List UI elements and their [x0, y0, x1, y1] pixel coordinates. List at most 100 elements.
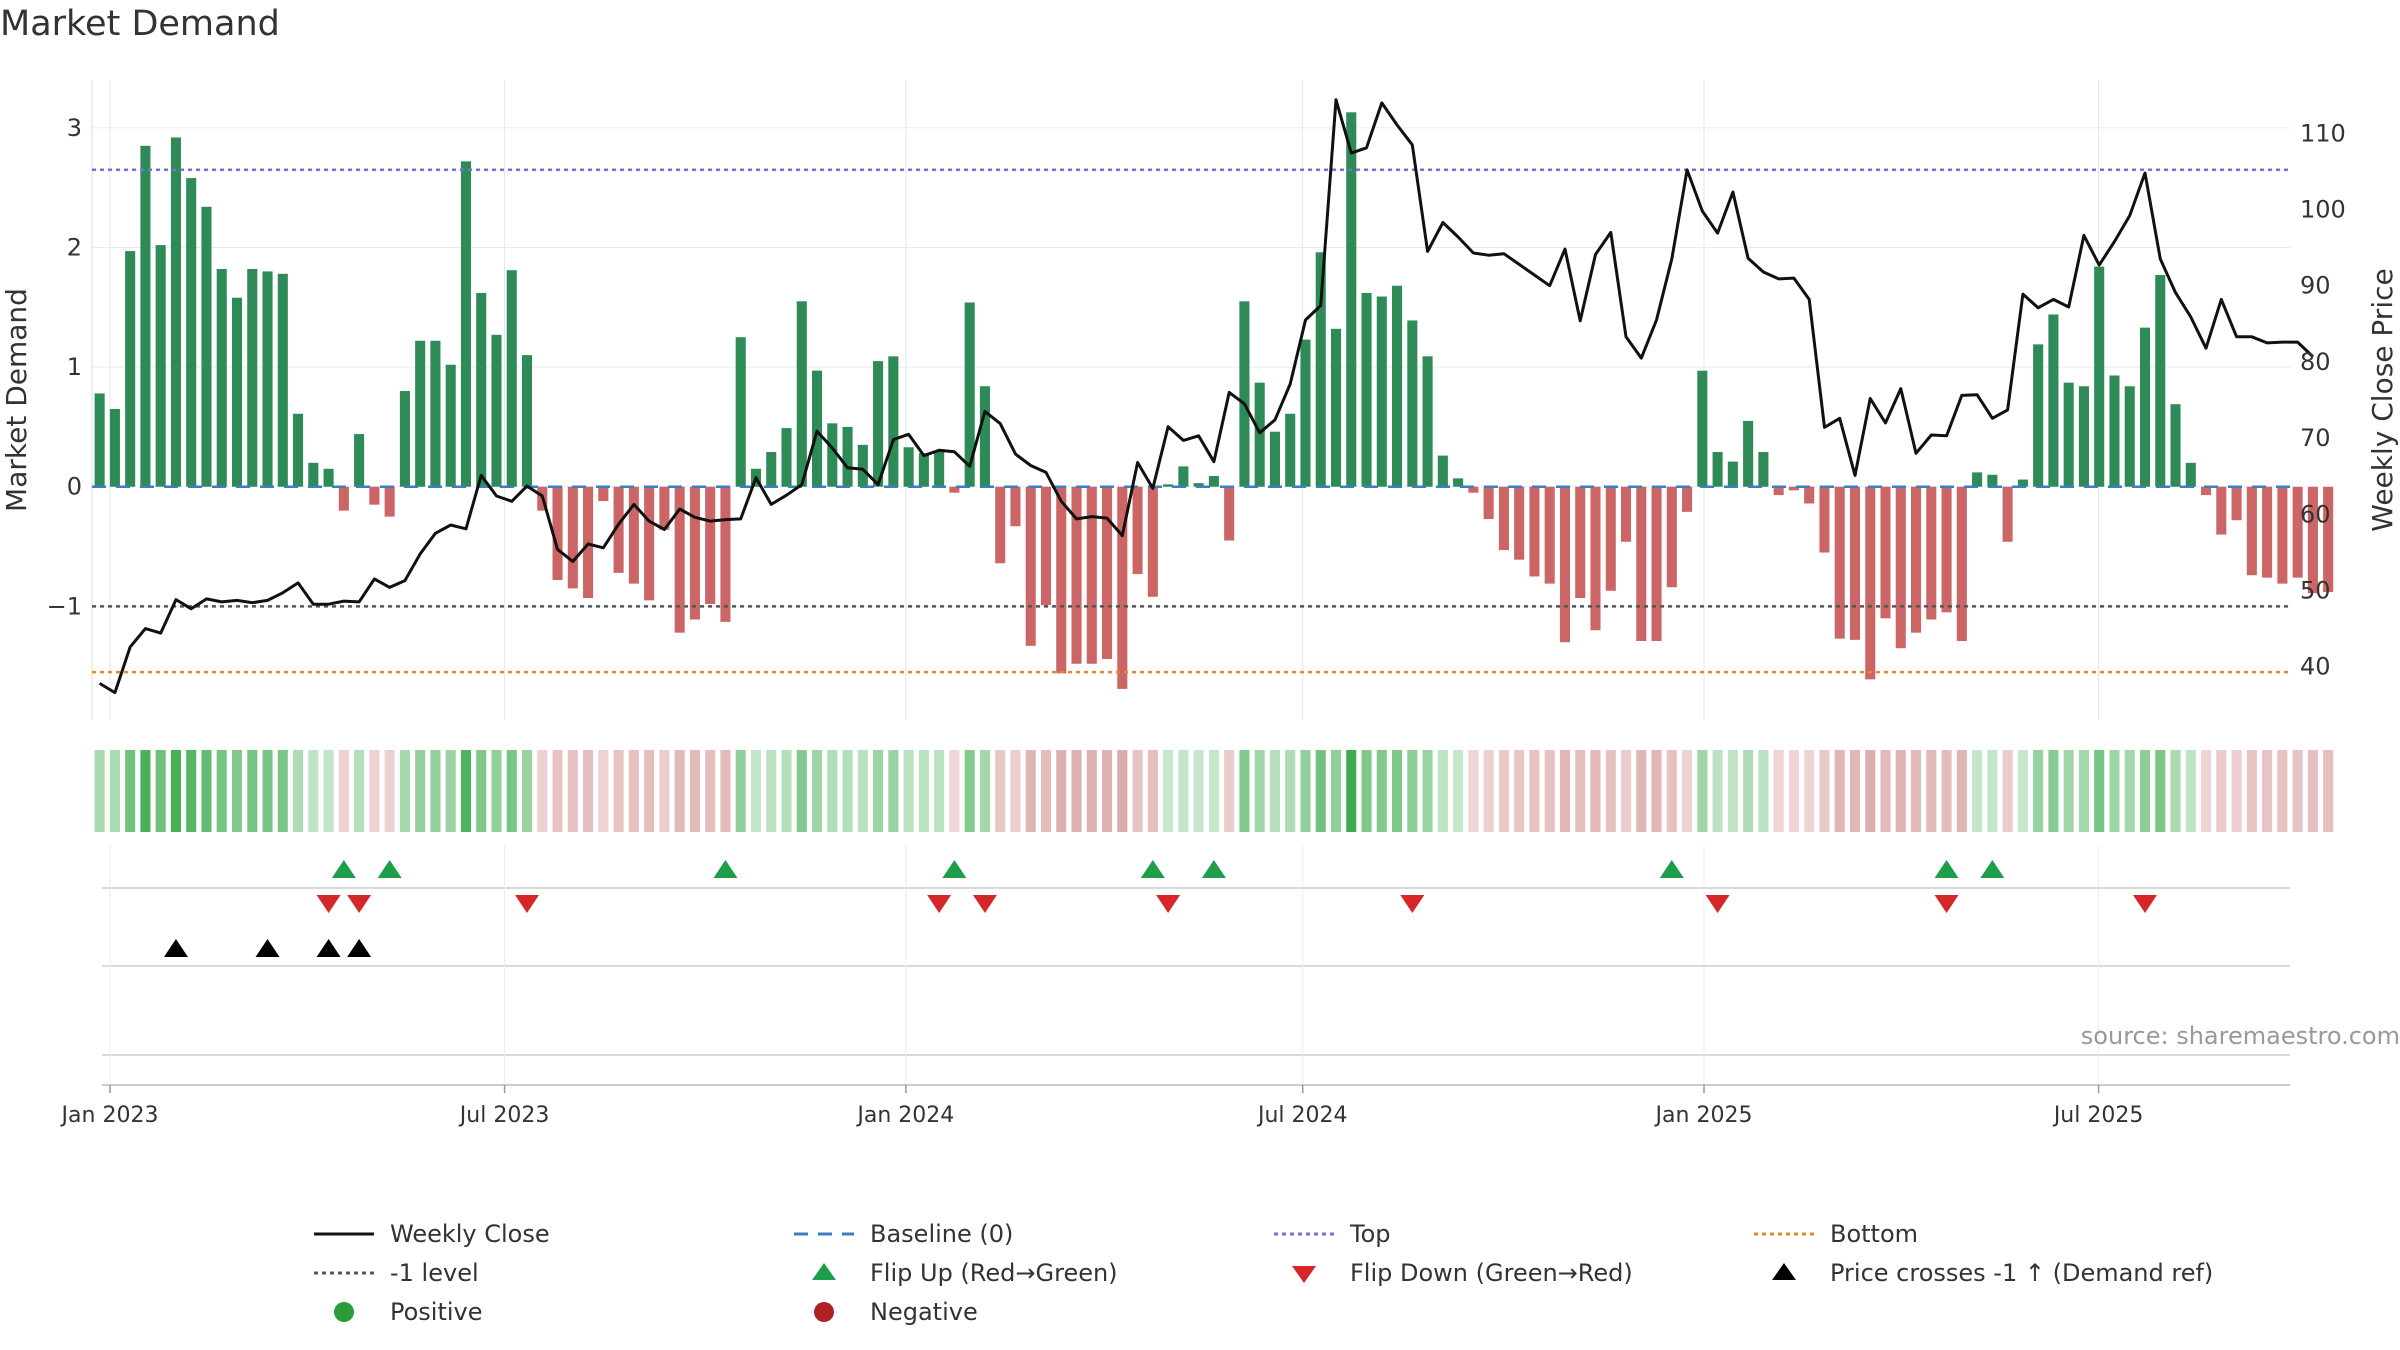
demand-bars — [94, 112, 2334, 689]
heat-cell — [1773, 750, 1784, 832]
demand-bar — [827, 423, 838, 487]
heat-cell — [1788, 750, 1799, 832]
y2-tick-label: 60 — [2300, 500, 2331, 528]
heat-cell — [750, 750, 762, 832]
heat-cell — [2307, 750, 2318, 832]
demand-bar — [1987, 474, 1998, 487]
heat-cell — [1178, 750, 1189, 832]
demand-bar — [1147, 486, 1158, 597]
heat-cell — [2292, 750, 2303, 832]
heat-cell — [1300, 750, 1311, 832]
demand-bar — [766, 452, 777, 487]
event-markers — [163, 860, 2157, 957]
demand-bar — [705, 486, 716, 604]
heat-cell — [1453, 750, 1464, 832]
demand-bar — [1254, 382, 1265, 487]
y-axis-label: Market Demand — [0, 288, 33, 512]
heat-cell — [2185, 750, 2196, 832]
heat-cell — [598, 750, 609, 832]
demand-bar — [964, 302, 975, 487]
flip-up-marker — [1659, 860, 1684, 878]
heat-cell — [552, 750, 563, 832]
heat-cell — [1147, 750, 1158, 832]
demand-bar — [1727, 461, 1738, 487]
heat-cell — [2078, 750, 2089, 832]
heat-cell — [2002, 750, 2013, 832]
heat-cell — [125, 750, 136, 832]
flip-down-marker — [927, 895, 952, 913]
heat-cell — [1376, 750, 1387, 832]
y-tick-label: 2 — [67, 233, 82, 261]
x-tick-label: Jan 2025 — [1654, 1103, 1753, 1128]
flip-up-marker — [1140, 860, 1165, 878]
heat-cell — [109, 750, 120, 832]
heat-cell — [2246, 750, 2257, 832]
flip-down-marker — [1934, 895, 1959, 913]
y2-tick-label: 90 — [2300, 272, 2331, 300]
demand-bar — [2139, 327, 2151, 487]
heat-cell — [460, 750, 472, 832]
heat-cell — [1834, 750, 1845, 832]
heat-cell — [1346, 750, 1357, 832]
demand-bar — [1972, 472, 1983, 487]
heat-cell — [2033, 750, 2044, 832]
demand-bar — [781, 428, 792, 487]
heat-cell — [1880, 750, 1891, 832]
heat-cell — [644, 750, 655, 832]
demand-bar — [1773, 486, 1784, 496]
demand-bar — [735, 337, 746, 487]
heat-cell — [186, 750, 197, 832]
heat-cell — [1575, 750, 1586, 832]
demand-bar — [1163, 484, 1174, 487]
heat-cell — [354, 750, 365, 832]
demand-bar — [170, 137, 181, 487]
heat-cell — [720, 750, 731, 832]
heat-cell — [827, 750, 838, 832]
demand-bar — [1666, 486, 1677, 588]
source-label: source: sharemaestro.com — [2080, 1022, 2400, 1050]
flip-up-marker — [1201, 860, 1226, 878]
heat-cell — [491, 750, 502, 832]
demand-bar — [873, 361, 884, 487]
heat-cell — [1392, 750, 1403, 832]
flip-down-marker — [972, 895, 997, 913]
heat-cell — [1620, 750, 1632, 832]
demand-bar — [1025, 486, 1036, 646]
heat-cell — [873, 750, 884, 832]
heat-cell — [857, 750, 868, 832]
demand-bar — [1559, 486, 1571, 643]
demand-bar — [2277, 486, 2288, 584]
demand-bar — [1544, 486, 1555, 584]
demand-bar — [1071, 486, 1082, 664]
demand-bar — [2185, 462, 2196, 487]
heat-cell — [2109, 750, 2120, 832]
demand-bar — [934, 450, 945, 487]
demand-bar — [2292, 486, 2303, 578]
demand-bar — [262, 271, 273, 487]
heat-cell — [1972, 750, 1983, 832]
heat-cell — [1895, 750, 1906, 832]
demand-bar — [1788, 486, 1799, 491]
heat-cell — [628, 750, 639, 832]
heat-cell — [1315, 750, 1326, 832]
flip-up-marker — [331, 860, 356, 878]
heat-cell — [1254, 750, 1265, 832]
demand-bar — [1132, 486, 1143, 575]
heat-cell — [1132, 750, 1143, 832]
heat-cell — [1758, 750, 1769, 832]
demand-bar — [445, 364, 456, 487]
heat-cell — [1712, 750, 1723, 832]
heat-cell — [277, 750, 288, 832]
heat-cell — [659, 750, 670, 832]
heat-cell — [384, 750, 395, 832]
demand-bar — [2262, 486, 2273, 578]
demand-bar — [995, 486, 1006, 564]
demand-bar — [2155, 274, 2166, 487]
demand-bar — [1819, 486, 1830, 553]
price-cross-marker — [316, 939, 341, 957]
heat-cell — [1819, 750, 1830, 832]
heat-cell — [2262, 750, 2273, 832]
demand-bar — [842, 426, 853, 487]
demand-bar — [613, 486, 624, 573]
